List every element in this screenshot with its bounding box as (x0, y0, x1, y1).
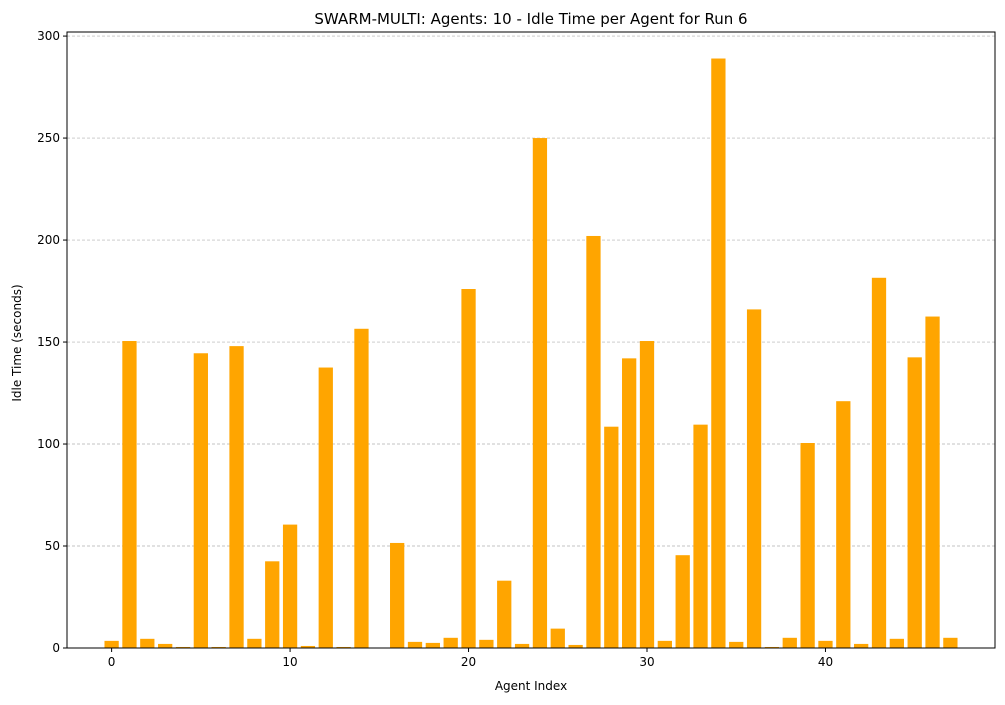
bar (871, 277, 887, 648)
bar (336, 646, 351, 648)
bar (407, 641, 423, 648)
bar (211, 646, 226, 648)
bar (425, 642, 440, 648)
bar (247, 638, 262, 648)
bar (443, 637, 458, 648)
bar (782, 637, 797, 648)
y-axis-label: Idle Time (seconds) (10, 284, 24, 401)
bar (158, 643, 173, 648)
bar (693, 424, 708, 648)
bar (800, 443, 815, 648)
bar (229, 346, 244, 648)
y-tick-label: 100 (37, 437, 60, 451)
bar (318, 367, 333, 648)
bar (943, 637, 958, 648)
chart-title: SWARM-MULTI: Agents: 10 - Idle Time per … (314, 10, 747, 28)
axis-ticks: 0 10 20 30 40 0 50 100 150 200 250 300 (37, 29, 833, 669)
plot-frame (66, 31, 996, 649)
bar (175, 646, 191, 648)
bar (282, 524, 298, 648)
bar (657, 640, 672, 648)
x-tick-label: 30 (639, 655, 654, 669)
bar (104, 640, 119, 648)
bar (711, 58, 726, 649)
bar (568, 644, 583, 648)
y-tick-label: 50 (45, 539, 60, 553)
x-axis-label: Agent Index (495, 679, 567, 693)
y-tick-label: 150 (37, 335, 60, 349)
bar (461, 289, 476, 648)
bars (104, 58, 958, 649)
x-tick-label: 0 (108, 655, 116, 669)
bar (265, 561, 280, 648)
bar (746, 309, 762, 648)
bar (354, 328, 369, 648)
bar (390, 542, 405, 648)
bar (122, 341, 137, 648)
x-tick-label: 20 (461, 655, 476, 669)
bar (818, 640, 833, 648)
y-tick-label: 0 (52, 641, 60, 655)
bar (140, 638, 155, 648)
bar (925, 316, 940, 648)
y-tick-label: 200 (37, 233, 60, 247)
bar (836, 401, 851, 648)
bar (193, 353, 208, 648)
x-tick-label: 40 (818, 655, 833, 669)
bar (550, 628, 565, 648)
bar (854, 643, 869, 648)
bar (479, 639, 494, 648)
bar (497, 580, 512, 648)
bar (639, 341, 655, 648)
y-tick-label: 250 (37, 131, 60, 145)
bar (889, 638, 904, 648)
x-tick-label: 10 (282, 655, 297, 669)
bar (729, 641, 744, 648)
bar (586, 235, 601, 648)
y-tick-label: 300 (37, 29, 60, 43)
bar (532, 138, 548, 648)
bar (604, 426, 619, 648)
bar (622, 358, 637, 648)
bar (764, 646, 780, 648)
bar (675, 555, 690, 648)
bar (907, 357, 922, 648)
bar (514, 643, 530, 648)
bar (300, 645, 316, 648)
